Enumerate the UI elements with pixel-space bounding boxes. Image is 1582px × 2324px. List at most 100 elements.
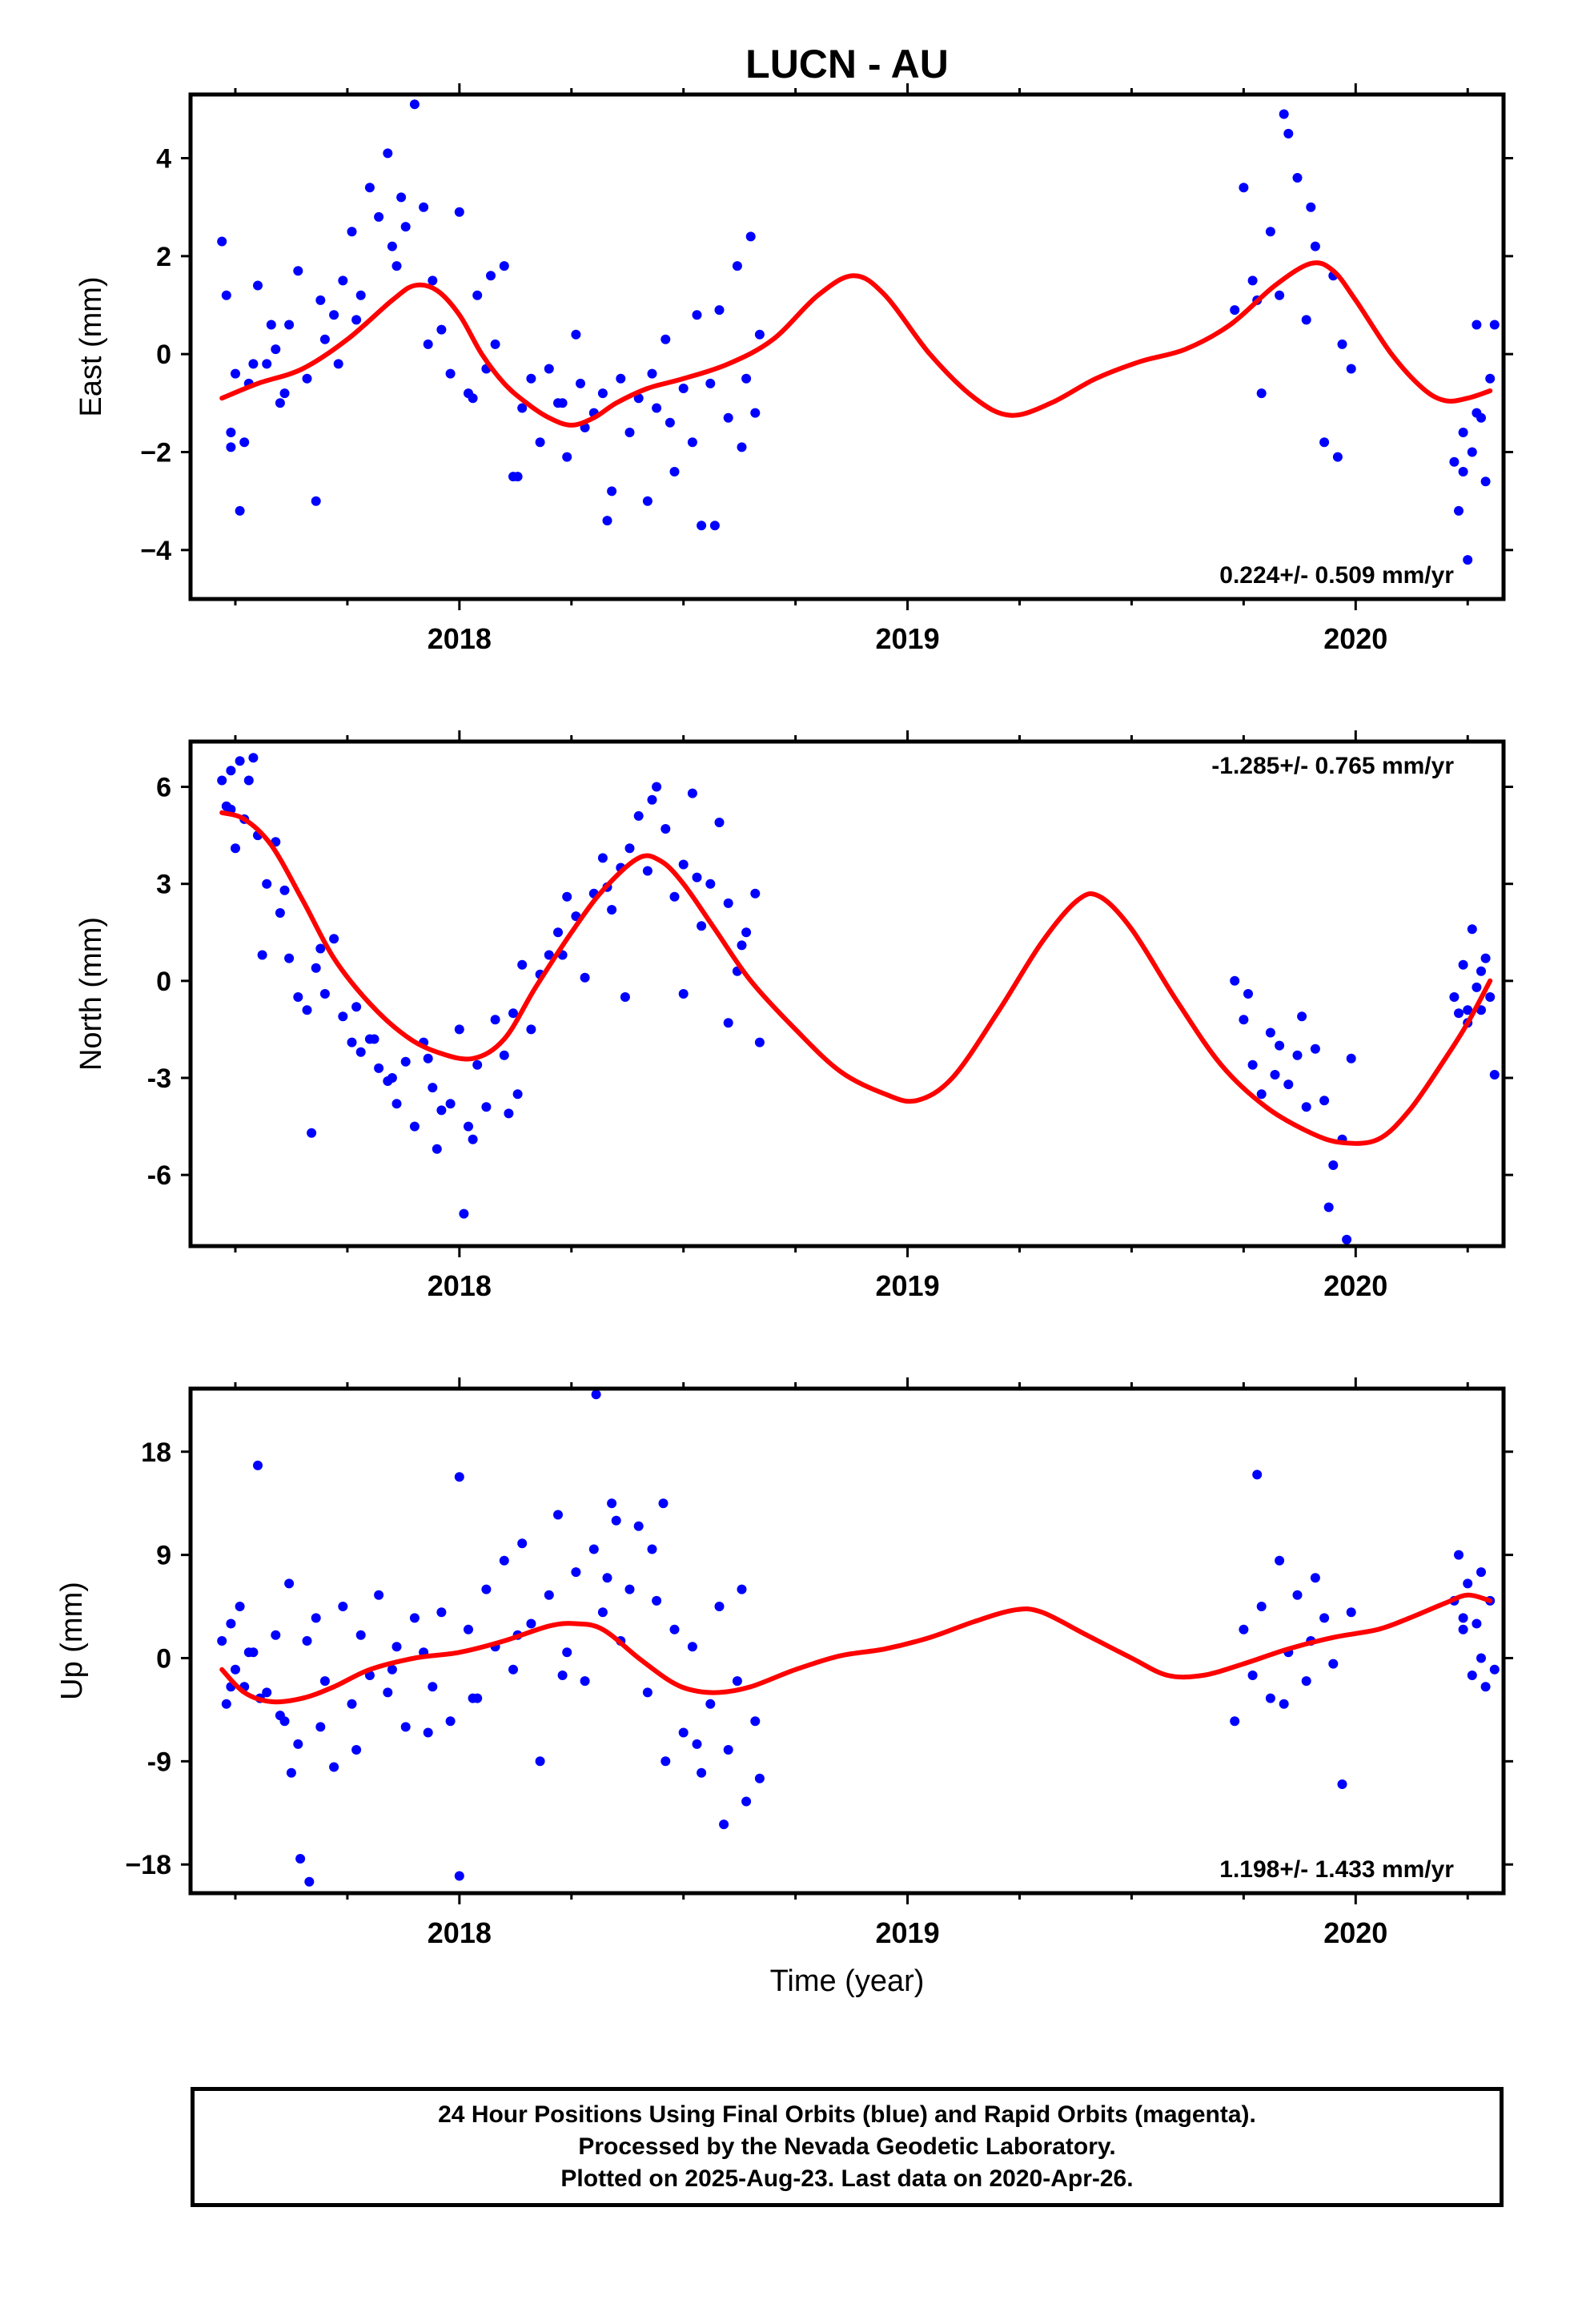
north-data-point <box>279 885 290 895</box>
east-data-point <box>409 99 420 110</box>
north-plot-area <box>217 753 1500 1244</box>
up-data-point <box>591 1389 601 1400</box>
east-data-point <box>1292 173 1303 183</box>
north-data-point <box>504 1108 514 1119</box>
up-data-point <box>553 1510 563 1520</box>
east-data-point <box>624 428 635 437</box>
up-data-point <box>597 1607 608 1618</box>
up-data-point <box>315 1722 326 1732</box>
east-data-point <box>1319 437 1330 448</box>
north-data-point <box>714 818 725 827</box>
up-data-point <box>732 1676 742 1687</box>
north-data-point <box>391 1099 402 1109</box>
up-x-tick-label: 2019 <box>876 1916 940 1949</box>
up-data-point <box>517 1538 528 1549</box>
up-frame <box>188 1386 1506 1896</box>
east-data-point <box>468 393 478 404</box>
up-data-point <box>338 1602 348 1611</box>
north-data-point <box>338 1011 348 1022</box>
north-data-point <box>750 888 761 899</box>
up-data-point <box>557 1671 568 1680</box>
up-data-point <box>1292 1590 1303 1600</box>
up-data-point <box>1476 1567 1486 1578</box>
east-data-point <box>1472 408 1482 418</box>
up-y-axis-label: Up (mm) <box>55 1582 89 1700</box>
east-data-point <box>1301 315 1311 325</box>
east-data-point <box>1332 452 1343 462</box>
up-y-tick-label: −18 <box>125 1850 171 1880</box>
east-data-point <box>1275 290 1285 300</box>
north-data-point <box>652 782 662 792</box>
north-data-point <box>633 810 644 821</box>
east-y-axis-label: East (mm) <box>74 276 108 416</box>
up-data-point <box>1337 1779 1347 1789</box>
east-data-point <box>217 236 227 247</box>
east-data-point <box>661 334 671 344</box>
up-data-point <box>231 1664 240 1675</box>
up-data-point <box>1310 1573 1320 1583</box>
east-data-point <box>1279 109 1289 119</box>
east-data-point <box>1346 364 1356 374</box>
north-data-point <box>512 1089 523 1100</box>
up-data-point <box>754 1773 765 1783</box>
up-rate-label: 1.198+/- 1.433 mm/yr <box>1219 1856 1454 1883</box>
north-data-point <box>692 872 702 883</box>
north-data-point <box>687 788 697 798</box>
up-data-point <box>580 1676 590 1687</box>
north-data-point <box>1346 1053 1356 1063</box>
up-data-point <box>436 1607 447 1618</box>
east-data-point <box>512 472 523 482</box>
east-data-point <box>1454 505 1464 516</box>
east-y-tick-label: −4 <box>140 536 171 566</box>
east-data-point <box>557 398 568 408</box>
north-data-point <box>436 1105 447 1116</box>
x-axis-label: Time (year) <box>770 1964 925 1998</box>
up-data-point <box>383 1687 393 1698</box>
up-data-point <box>253 1460 263 1470</box>
north-data-point <box>678 989 689 999</box>
north-data-point <box>517 959 528 970</box>
north-y-tick-label: 6 <box>156 773 171 803</box>
east-data-point <box>499 261 509 271</box>
panel-up: 2018 2019 2020 18 9 0 -9 −18 Up (mm) 1.198+/- 1.4… <box>55 1377 1513 1949</box>
north-data-point <box>1230 975 1240 986</box>
north-data-point <box>1310 1043 1320 1054</box>
up-data-point <box>235 1602 245 1611</box>
north-data-point <box>723 1018 733 1028</box>
up-data-point <box>293 1739 303 1749</box>
east-data-point <box>732 261 742 271</box>
up-data-point <box>508 1664 518 1675</box>
east-data-point <box>1337 339 1347 349</box>
up-data-point <box>1346 1607 1356 1618</box>
north-data-point <box>257 950 267 960</box>
north-rate-label: -1.285+/- 0.765 mm/yr <box>1211 753 1454 779</box>
east-data-point <box>271 344 281 355</box>
up-data-point <box>658 1498 669 1509</box>
north-frame <box>188 739 1506 1248</box>
up-data-point <box>647 1544 657 1554</box>
north-data-point <box>737 940 747 951</box>
east-data-point <box>1310 241 1320 251</box>
north-data-point <box>705 879 716 889</box>
north-data-point <box>1319 1096 1330 1106</box>
east-data-point <box>1247 275 1258 286</box>
east-data-point <box>221 290 231 300</box>
up-data-point <box>1247 1671 1258 1680</box>
up-data-point <box>271 1630 281 1640</box>
east-data-point <box>275 398 285 408</box>
up-data-point <box>1454 1550 1464 1560</box>
east-data-point <box>315 295 326 305</box>
up-data-point <box>705 1699 716 1709</box>
east-y-tick-label: −2 <box>140 438 171 468</box>
north-data-point <box>329 934 339 944</box>
east-data-point <box>709 521 720 531</box>
east-data-point <box>697 521 707 531</box>
up-data-point <box>652 1595 662 1606</box>
up-plot-area <box>217 1389 1500 1887</box>
up-data-point <box>697 1767 707 1778</box>
east-data-point <box>576 378 585 388</box>
up-data-point <box>454 1871 464 1881</box>
north-data-point <box>472 1059 483 1070</box>
up-data-point <box>374 1590 384 1600</box>
east-x-tick-label: 2019 <box>876 622 940 655</box>
